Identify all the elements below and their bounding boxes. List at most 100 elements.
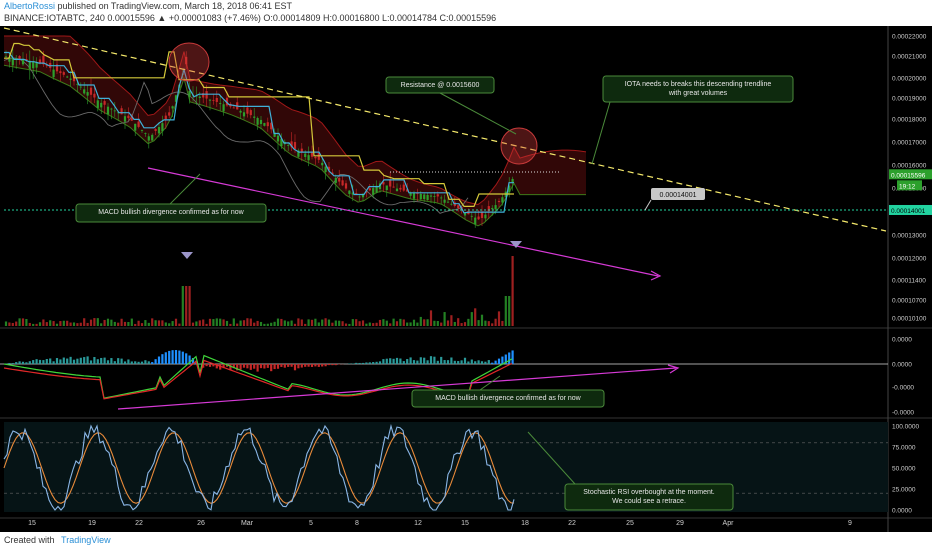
macd-histogram-bar — [263, 364, 266, 369]
macd-histogram-bar — [487, 360, 490, 364]
macd-histogram-bar — [355, 362, 358, 364]
stoch-axis-tick: 100.0000 — [892, 424, 919, 431]
volume-bar — [246, 318, 249, 326]
price-axis-tick: 0.00016000 — [892, 163, 927, 170]
macd-histogram-bar — [191, 358, 195, 364]
volume-bar — [4, 321, 8, 326]
tradingview-logo[interactable]: TradingView — [61, 535, 111, 545]
publish-line: AlbertoRossi published on TradingView.co… — [4, 1, 292, 11]
candle-body — [100, 102, 103, 108]
volume-bar — [120, 318, 123, 326]
macd-histogram-bar — [144, 360, 147, 364]
price-axis-tick: 0.00011400 — [892, 278, 926, 285]
macd-histogram-bar — [395, 357, 399, 364]
volume-bar — [293, 323, 297, 326]
macd-histogram-bar — [433, 356, 436, 364]
price-macd-annotation-text: MACD bullish divergence confirmed as for… — [98, 209, 244, 216]
candle-body — [219, 103, 222, 104]
macd-histogram-bar — [378, 361, 382, 364]
volume-bar — [225, 320, 229, 326]
stoch-annotation-box — [564, 483, 734, 511]
chart-canvas[interactable]: 0.00022000 0.00021000 0.00020000 0.00019000… — [0, 26, 932, 532]
macd-histogram-bar — [38, 359, 42, 364]
macd-histogram-bar — [399, 358, 402, 364]
volume-bar — [307, 319, 310, 326]
volume-bar — [93, 318, 96, 326]
candle-body — [307, 155, 310, 161]
x-axis-tick: 12 — [414, 520, 422, 527]
stoch-axis-tick: 50.0000 — [892, 466, 916, 473]
macd-histogram-bar — [266, 364, 269, 368]
volume-bar — [144, 320, 147, 326]
macd-histogram-bar — [215, 364, 218, 369]
candle-body — [324, 166, 327, 173]
candle-body — [314, 157, 317, 159]
candle-body — [259, 119, 263, 125]
published-text: published on TradingView.com, March 18, … — [57, 1, 293, 11]
candle-body — [457, 205, 460, 209]
macd-histogram-bar — [134, 361, 137, 364]
volume-bar — [395, 321, 399, 326]
volume-bar — [49, 320, 52, 326]
volume-bar — [86, 322, 89, 326]
macd-histogram-bar — [314, 364, 317, 367]
macd-divergence-line — [117, 367, 677, 410]
volume-bar — [484, 320, 487, 326]
candle-body — [202, 93, 205, 98]
macd-histogram-bar — [93, 357, 96, 364]
macd-histogram-bar — [137, 361, 140, 364]
volume-bar — [358, 321, 361, 326]
trendline-annotation-leader — [591, 101, 611, 165]
macd-annotation-leader — [479, 375, 501, 391]
candle-body — [8, 56, 11, 62]
candle-body — [69, 78, 72, 80]
macd-histogram-bar — [511, 350, 514, 364]
candle-body — [317, 152, 320, 160]
volume-bar — [103, 319, 106, 326]
candle-body — [66, 76, 69, 78]
candle-body — [25, 59, 28, 61]
volume-bar — [450, 315, 453, 326]
candle-body — [290, 141, 293, 148]
axes: 0.00022000 0.00021000 0.00020000 0.00019000… — [28, 34, 932, 527]
volume-bar — [185, 286, 188, 326]
macd-histogram-bar — [127, 359, 130, 364]
macd-line — [3, 354, 513, 399]
volume-bar — [242, 320, 246, 326]
author-link[interactable]: AlbertoRossi — [4, 1, 56, 11]
resistance-annotation-box — [385, 76, 495, 94]
volume-bar — [416, 322, 419, 326]
macd-panel — [0, 350, 888, 410]
candle-body — [474, 217, 477, 225]
macd-histogram-bar — [280, 364, 283, 367]
volume-bar — [28, 322, 31, 326]
macd-histogram-bar — [508, 352, 511, 364]
volume-bar — [412, 319, 416, 326]
volume-bar — [249, 318, 252, 326]
candle-body — [270, 122, 273, 130]
price-divergence-line — [147, 167, 659, 277]
trendline-annotation-box — [602, 75, 794, 103]
volume-bar — [494, 318, 497, 326]
volume-bar — [280, 318, 283, 326]
macd-histogram-bar — [365, 362, 368, 364]
macd-histogram-bar — [385, 358, 388, 364]
volume-bar — [134, 323, 137, 326]
price-axis-tick: 0.00021000 — [892, 54, 927, 61]
volume-bar — [273, 321, 276, 326]
candle-body — [239, 110, 242, 113]
candle-body — [331, 172, 334, 175]
candle-body — [168, 112, 171, 116]
macd-histogram-bar — [389, 358, 392, 364]
macd-histogram-bar — [283, 364, 286, 368]
volume-bar — [222, 319, 225, 326]
ichimoku-cloud — [4, 36, 586, 226]
volume-bar — [198, 320, 201, 326]
volume-bar — [164, 322, 167, 326]
candle-body — [215, 98, 218, 102]
volume-bar — [239, 320, 242, 326]
candle-body — [484, 214, 487, 219]
volume-bar — [38, 322, 42, 326]
candle-body — [334, 177, 337, 183]
x-axis-tick: 22 — [568, 520, 576, 527]
